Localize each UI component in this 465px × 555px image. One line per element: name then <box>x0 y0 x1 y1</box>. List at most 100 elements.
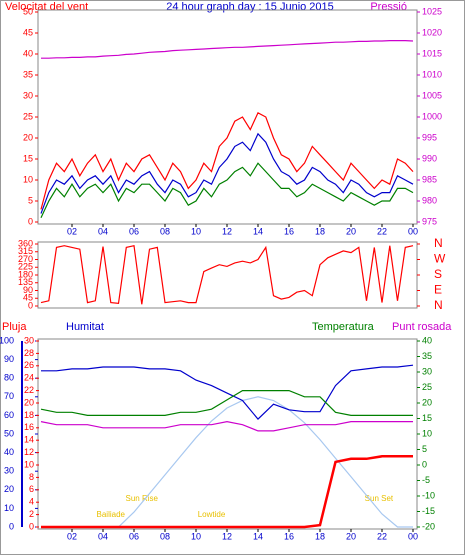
y-tick-label: 90 <box>23 285 33 295</box>
x-tick-label: 20 <box>346 226 356 236</box>
y3-tick-label: 20 <box>24 397 34 407</box>
y-tick-label: 15 <box>23 153 33 163</box>
humidity-label: Humitat <box>66 321 104 333</box>
annotation: Bailiade <box>97 510 126 519</box>
series-line <box>40 390 413 416</box>
y2-tick-label: 1020 <box>422 27 442 37</box>
y2-tick-label: 5 <box>422 444 427 454</box>
y3-tick-label: 26 <box>24 360 34 370</box>
y2-tick-label: N <box>434 236 443 250</box>
y2-tick-label: 990 <box>422 153 437 163</box>
y3-tick-label: 16 <box>24 422 34 432</box>
y3-tick-label: 18 <box>24 410 34 420</box>
y2-tick-label: 975 <box>422 216 437 226</box>
y-tick-label: 40 <box>4 447 14 457</box>
y2-tick-label: 30 <box>422 366 432 376</box>
y2-tick-label: 15 <box>422 413 432 423</box>
y-tick-label: 70 <box>4 391 14 401</box>
y-tick-label: 135 <box>18 277 33 287</box>
y3-tick-label: 14 <box>24 435 34 445</box>
series-line <box>40 420 413 432</box>
y-tick-label: 50 <box>23 6 33 16</box>
y2-tick-label: 980 <box>422 195 437 205</box>
y2-tick-label: 0 <box>422 459 427 469</box>
y-tick-label: 90 <box>4 354 14 364</box>
x-tick-label: 14 <box>253 226 263 236</box>
y2-tick-label: -10 <box>422 490 435 500</box>
series-line <box>41 364 414 420</box>
y2-tick-label: 1000 <box>422 111 442 121</box>
x-tick-label: 06 <box>129 531 139 541</box>
y-tick-label: 20 <box>23 132 33 142</box>
x-tick-label: 08 <box>160 226 170 236</box>
x-tick-label: 08 <box>160 531 170 541</box>
temperature-label: Temperatura <box>312 321 375 333</box>
x-tick-label: 04 <box>98 226 108 236</box>
x-tick-label: 00 <box>408 531 418 541</box>
pressure-label: Pressió <box>370 1 407 13</box>
x-tick-label: 12 <box>222 226 232 236</box>
y-tick-label: 80 <box>4 373 14 383</box>
y-tick-label: 315 <box>18 246 33 256</box>
y2-tick-label: -15 <box>422 506 435 516</box>
wind-label: Velocitat del vent <box>5 1 88 13</box>
y-tick-label: 5 <box>28 195 33 205</box>
x-tick-label: 16 <box>284 226 294 236</box>
series-line <box>40 244 414 305</box>
y2-tick-label: 995 <box>422 132 437 142</box>
x-tick-label: 10 <box>191 226 201 236</box>
y2-tick-label: 1015 <box>422 48 442 58</box>
y3-tick-label: 30 <box>24 335 34 345</box>
x-tick-label: 22 <box>377 226 387 236</box>
y-tick-label: 60 <box>4 410 14 420</box>
y2-tick-label: 1025 <box>422 6 442 16</box>
x-tick-label: 06 <box>129 226 139 236</box>
y2-tick-label: 35 <box>422 351 432 361</box>
y-tick-label: 0 <box>28 216 33 226</box>
y-tick-label: 180 <box>18 269 33 279</box>
y2-tick-label: 25 <box>422 382 432 392</box>
x-tick-label: 04 <box>98 531 108 541</box>
y2-tick-label: W <box>434 252 446 266</box>
series-line <box>40 111 414 210</box>
y2-tick-label: 40 <box>422 335 432 345</box>
y-tick-label: 45 <box>23 27 33 37</box>
x-tick-label: 00 <box>408 226 418 236</box>
y-tick-label: 20 <box>4 484 14 494</box>
x-tick-label: 02 <box>67 531 77 541</box>
y3-tick-label: 24 <box>24 373 34 383</box>
y3-tick-label: 2 <box>29 509 34 519</box>
y-tick-label: 0 <box>28 300 33 310</box>
y3-tick-label: 0 <box>29 521 34 531</box>
y3-tick-label: 12 <box>24 447 34 457</box>
x-tick-label: 02 <box>67 226 77 236</box>
y3-tick-label: 6 <box>29 484 34 494</box>
x-tick-label: 10 <box>191 531 201 541</box>
annotation: Sun Set <box>365 494 394 503</box>
x-tick-label: 14 <box>253 531 263 541</box>
x-tick-label: 18 <box>315 531 325 541</box>
x-tick-label: 16 <box>284 531 294 541</box>
series-line <box>40 132 414 214</box>
chart-title: 24 hour graph day : 15 Junio 2015 <box>166 1 334 13</box>
x-tick-label: 20 <box>346 531 356 541</box>
y3-tick-label: 4 <box>29 497 34 507</box>
annotation: Sun Rise <box>126 494 159 503</box>
series-line <box>41 455 413 529</box>
y2-tick-label: -5 <box>422 475 430 485</box>
x-tick-label: 18 <box>315 226 325 236</box>
dewpoint-label: Punt rosada <box>392 321 452 333</box>
y3-tick-label: 22 <box>24 385 34 395</box>
y-tick-label: 30 <box>4 466 14 476</box>
y2-tick-label: S <box>434 267 442 281</box>
y2-tick-label: 985 <box>422 174 437 184</box>
y-tick-label: 45 <box>23 293 33 303</box>
y3-tick-label: 10 <box>24 459 34 469</box>
y-tick-label: 40 <box>23 48 33 58</box>
y2-tick-label: 1010 <box>422 69 442 79</box>
series-line <box>40 162 414 219</box>
y2-tick-label: 20 <box>422 397 432 407</box>
y-tick-label: 360 <box>18 238 33 248</box>
y3-tick-label: 8 <box>29 472 34 482</box>
